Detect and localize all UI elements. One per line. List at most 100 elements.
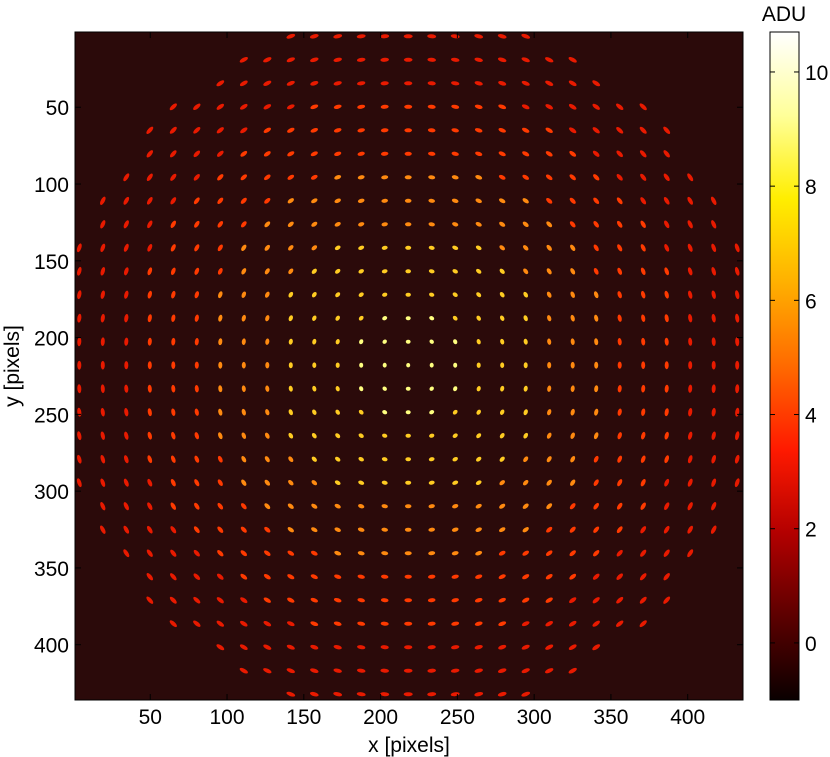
spot: [616, 526, 623, 534]
spot: [171, 384, 176, 393]
spot: [311, 480, 318, 486]
spot: [240, 150, 248, 157]
spot: [312, 362, 317, 369]
spot: [451, 104, 460, 109]
spot: [240, 197, 247, 204]
spot: [687, 243, 693, 252]
spot: [311, 292, 317, 298]
spot: [545, 174, 553, 181]
spot: [405, 410, 411, 415]
spot: [475, 574, 483, 579]
spot: [687, 502, 693, 511]
spot: [170, 573, 177, 581]
spot: [356, 34, 366, 39]
spot: [335, 362, 340, 368]
spot: [570, 244, 576, 251]
spot: [380, 598, 389, 603]
spot: [287, 174, 295, 180]
spot: [216, 127, 224, 134]
spot: [217, 526, 224, 533]
spot: [474, 692, 484, 697]
spot: [381, 198, 388, 203]
spot: [640, 220, 646, 228]
spot: [664, 502, 670, 511]
spot: [640, 479, 646, 487]
y-tick-label: 250: [34, 404, 69, 427]
spot: [335, 292, 341, 298]
spot: [475, 151, 483, 157]
spot: [147, 478, 153, 487]
spot: [264, 244, 271, 251]
spot: [264, 432, 270, 439]
spot: [641, 337, 646, 346]
spot: [522, 245, 529, 251]
spot: [427, 692, 437, 697]
spot: [664, 478, 670, 487]
spot: [239, 80, 248, 87]
spot: [146, 572, 154, 581]
spot: [452, 222, 459, 227]
spot: [735, 360, 740, 370]
spot: [546, 432, 552, 439]
spot: [263, 151, 271, 157]
spot: [288, 385, 293, 392]
spot: [451, 598, 459, 603]
spot: [100, 313, 105, 323]
spot: [194, 455, 200, 463]
spot: [499, 503, 506, 509]
spot: [263, 57, 272, 63]
spot: [429, 339, 434, 344]
spot: [124, 337, 129, 346]
spot: [240, 503, 247, 510]
spot: [474, 597, 483, 603]
spot: [594, 361, 599, 369]
spot: [380, 645, 389, 650]
spot: [217, 479, 223, 487]
spot: [404, 175, 412, 180]
spot: [405, 504, 412, 509]
spot: [570, 338, 575, 345]
spot: [521, 644, 530, 650]
spot: [193, 620, 201, 627]
spot: [334, 527, 341, 532]
spot: [357, 175, 365, 180]
spot: [476, 339, 481, 345]
spot: [147, 220, 153, 229]
spot: [382, 386, 387, 391]
y-axis-label: y [pixels]: [1, 325, 24, 407]
spot: [593, 526, 600, 533]
spot: [711, 267, 717, 276]
y-tick-label: 100: [34, 174, 69, 197]
spot: [218, 314, 223, 322]
spot: [194, 244, 200, 252]
spot: [312, 315, 317, 321]
spot: [664, 314, 669, 323]
spot: [498, 644, 507, 650]
spot: [381, 222, 388, 227]
spot: [241, 456, 247, 463]
spot: [474, 645, 483, 650]
spot: [639, 573, 647, 581]
spot: [404, 598, 413, 603]
spot: [241, 361, 246, 369]
spot: [546, 479, 552, 486]
spot: [169, 103, 177, 111]
spot: [380, 81, 389, 86]
spot: [286, 621, 295, 627]
spot: [639, 620, 647, 628]
spot: [124, 314, 129, 323]
spot: [310, 621, 319, 627]
spot: [216, 103, 225, 110]
spot: [404, 81, 413, 86]
spot: [453, 386, 458, 392]
spot: [615, 620, 624, 627]
spot: [240, 620, 248, 627]
spot: [452, 504, 459, 509]
spot: [498, 80, 507, 86]
spot: [99, 196, 106, 205]
spot: [664, 384, 669, 393]
spot: [381, 527, 388, 532]
spot: [335, 456, 341, 462]
spot: [241, 291, 247, 298]
spot: [333, 668, 342, 673]
